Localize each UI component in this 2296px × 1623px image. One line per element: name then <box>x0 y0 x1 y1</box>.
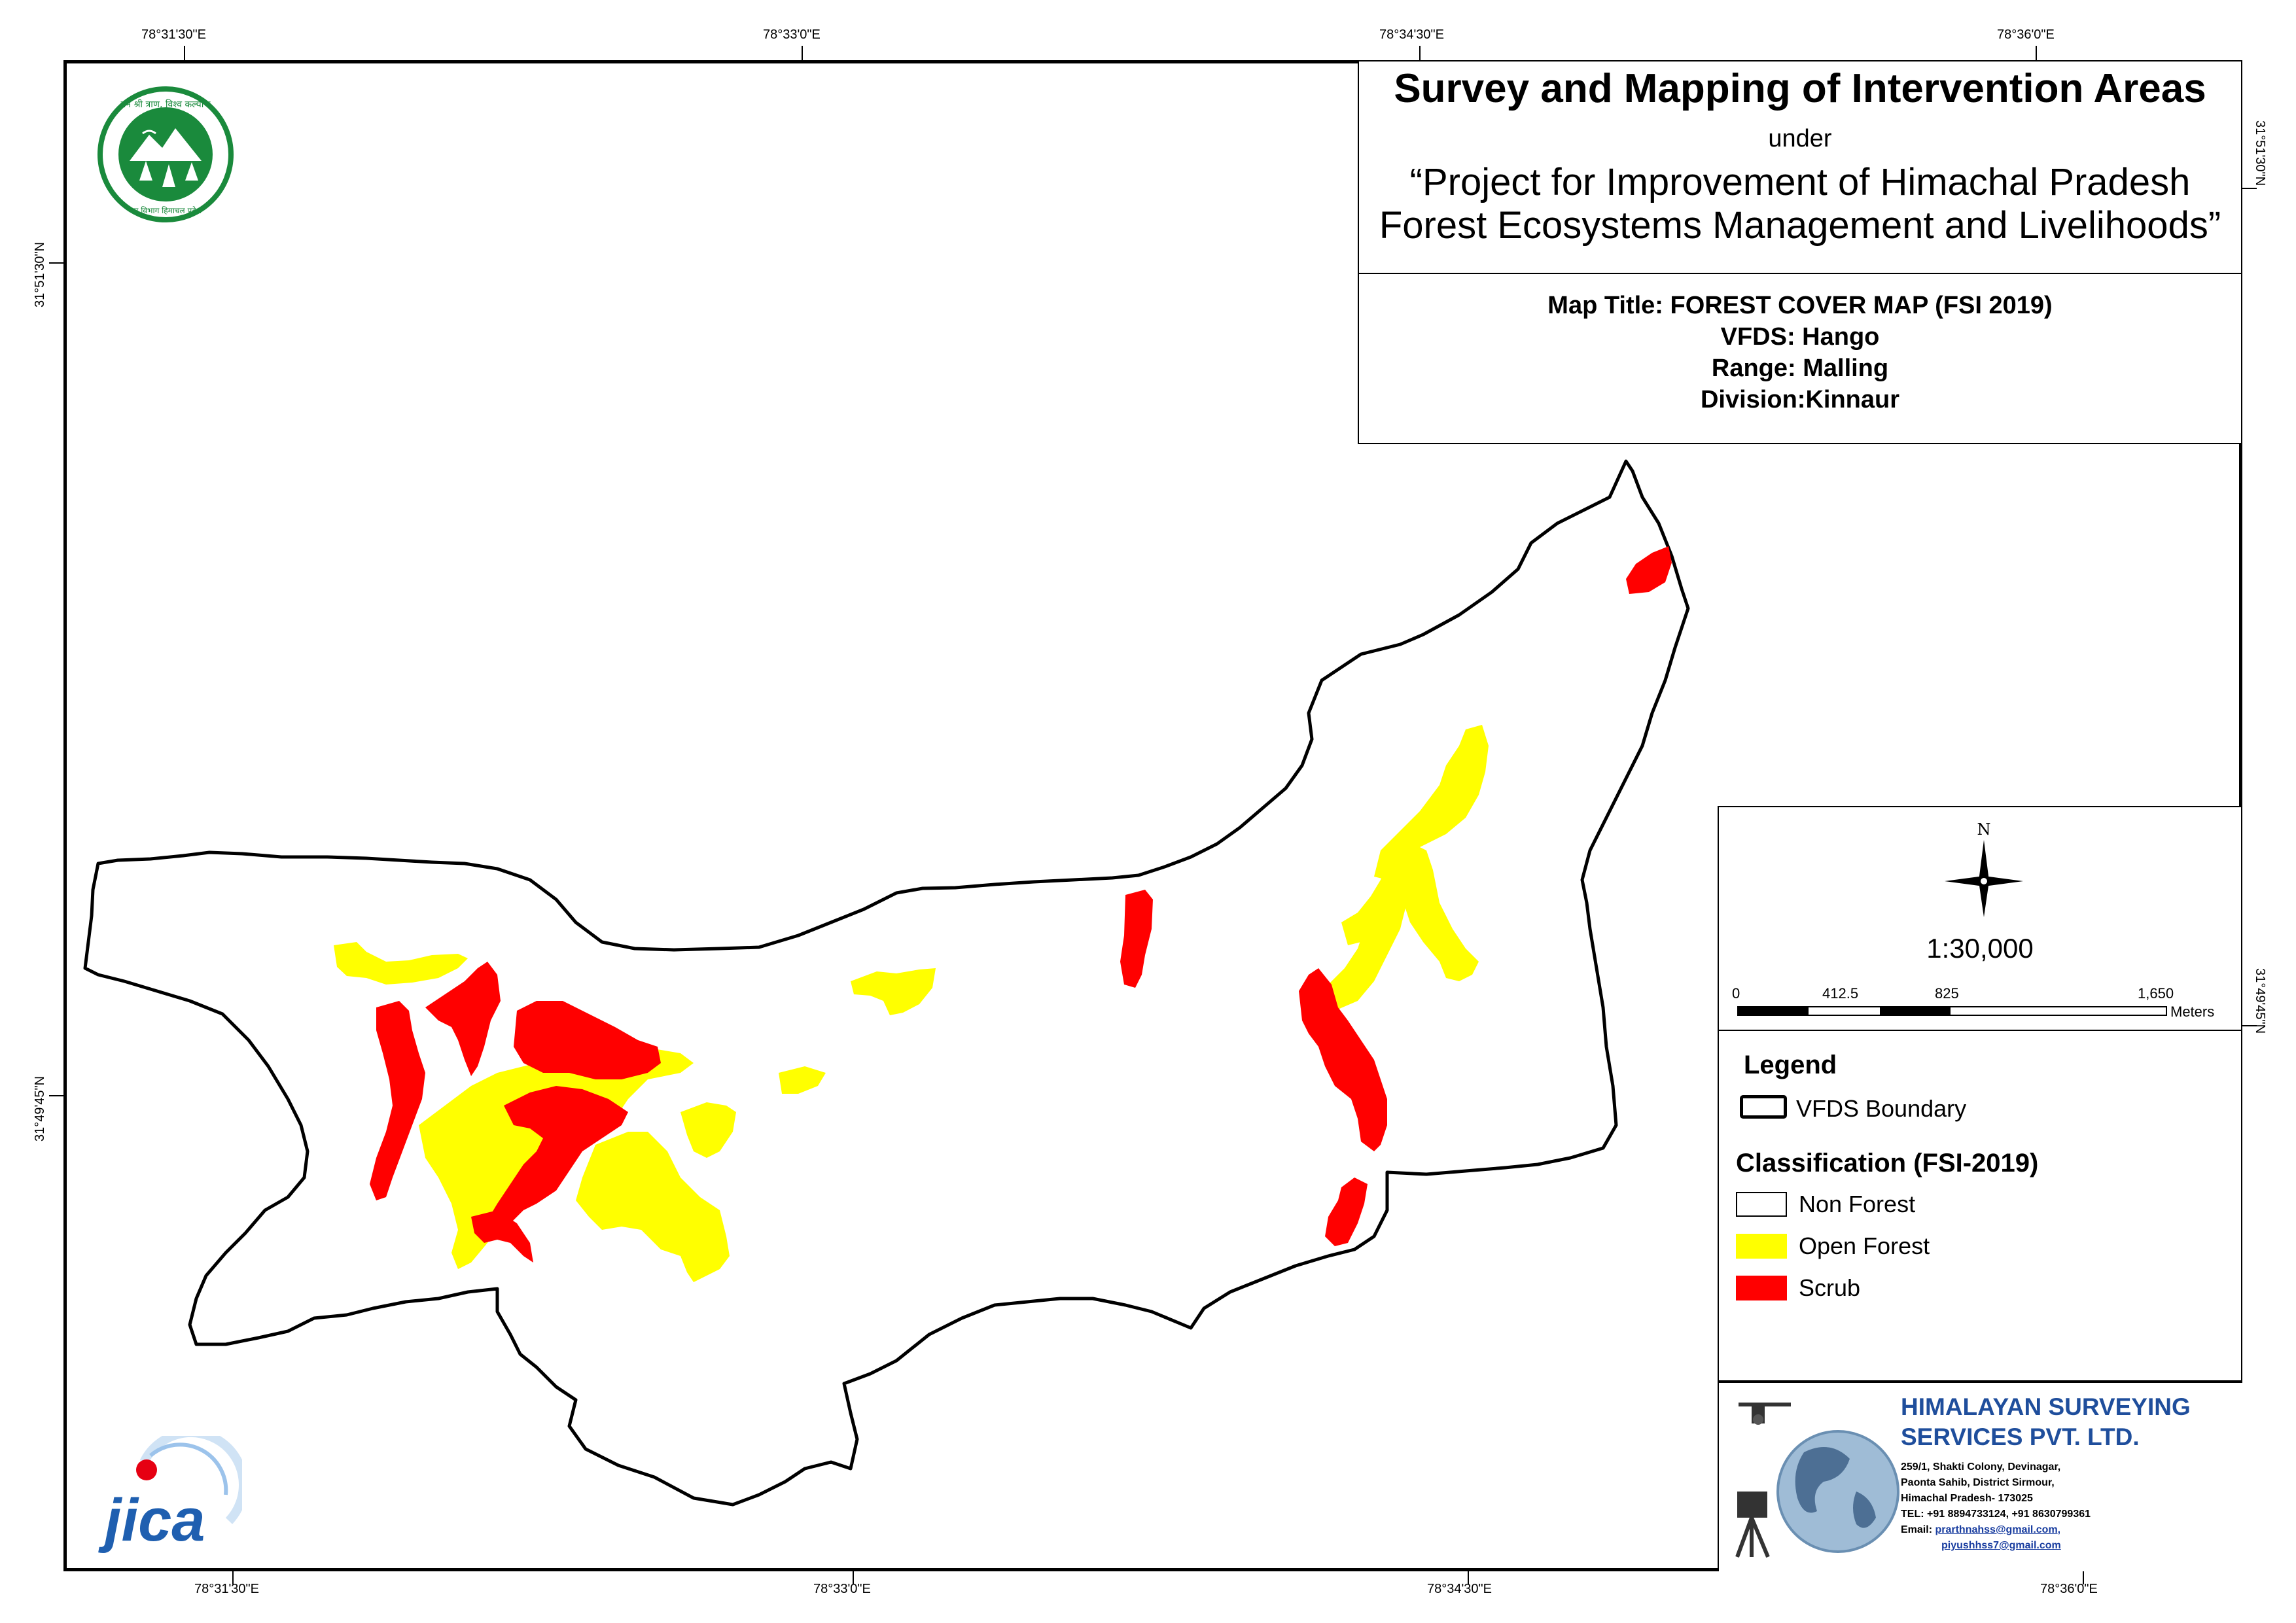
project-name-line2: Forest Ecosystems Management and Livelih… <box>1379 204 2221 247</box>
scale-unit: Meters <box>2170 1003 2215 1020</box>
company-address-2: Paonta Sahib, District Sirmour, <box>1901 1477 2055 1488</box>
company-address-3: Himachal Pradesh- 173025 <box>1901 1493 2033 1504</box>
company-address-1: 259/1, Shakti Colony, Devinagar, <box>1901 1461 2061 1473</box>
open-forest-patch[interactable] <box>1374 725 1489 880</box>
svg-text:N: N <box>1977 820 1991 839</box>
legend-label-non-forest: Non Forest <box>1799 1191 1916 1217</box>
open-forest-patch[interactable] <box>1312 890 1407 1011</box>
legend-swatch-open-forest <box>1736 1234 1787 1259</box>
scale-tick-label: 0 <box>1732 985 1740 1002</box>
scrub-patch[interactable] <box>1299 968 1387 1151</box>
scrub-patch[interactable] <box>1626 546 1672 594</box>
company-name-line2: SERVICES PVT. LTD. <box>1901 1423 2140 1450</box>
email-link-1[interactable]: prarthnahss@gmail.com, <box>1935 1524 2061 1535</box>
jica-logo: jica <box>98 1436 242 1554</box>
scrub-patch[interactable] <box>1325 1178 1368 1246</box>
company-panel: HIMALAYAN SURVEYING SERVICES PVT. LTD. 2… <box>1718 1382 2242 1571</box>
email-label: Email: <box>1901 1524 1933 1535</box>
scale-tick-label: 825 <box>1935 985 1959 1002</box>
heading-under: under <box>1768 125 1832 152</box>
graticule-top-label: 78°33'0"E <box>763 27 821 42</box>
graticule-bottom-label: 78°31'30"E <box>194 1582 259 1596</box>
open-forest-patch[interactable] <box>680 1102 736 1158</box>
scrub-patch[interactable] <box>370 1001 425 1200</box>
title-box: Survey and Mapping of Intervention Areas… <box>1358 60 2242 274</box>
graticule-ticks <box>49 46 2257 1584</box>
legend-label-scrub: Scrub <box>1799 1274 1861 1301</box>
svg-text:वन श्री त्राण, विश्व कल्याण: वन श्री त्राण, विश्व कल्याण <box>121 99 211 110</box>
open-forest-patch[interactable] <box>1400 844 1479 981</box>
legend-swatch-non-forest <box>1736 1192 1787 1217</box>
scale-tick-label: 1,650 <box>2138 985 2174 1002</box>
open-forest-patch[interactable] <box>779 1066 826 1094</box>
legend-label-open-forest: Open Forest <box>1799 1232 1930 1259</box>
map-info-box: Map Title: FOREST COVER MAP (FSI 2019) V… <box>1358 273 2242 444</box>
graticule-top-label: 78°36'0"E <box>1997 27 2055 42</box>
graticule-top-label: 78°31'30"E <box>141 27 206 42</box>
project-name: “Project for Improvement of Himachal Pra… <box>1359 161 2241 247</box>
scrub-patches <box>370 546 1672 1263</box>
map-heading: Survey and Mapping of Intervention Areas <box>1394 66 2206 111</box>
project-name-line1: “Project for Improvement of Himachal Pra… <box>1409 161 2191 203</box>
north-arrow-icon: N <box>1945 820 2023 917</box>
graticule-top-label: 78°34'30"E <box>1379 27 1444 42</box>
forest-department-logo: वन श्री त्राण, विश्व कल्याण वन विभाग हिम… <box>97 86 234 222</box>
graticule-bottom-label: 78°33'0"E <box>813 1582 871 1596</box>
division-name: Division:Kinnaur <box>1700 386 1900 413</box>
scale-tick-label: 412.5 <box>1822 985 1859 1002</box>
legend-swatch-boundary <box>1740 1095 1787 1119</box>
graticule-bottom-label: 78°34'30"E <box>1427 1582 1492 1596</box>
graticule-bottom-label: 78°36'0"E <box>2040 1582 2098 1596</box>
company-email-row: Email: prarthnahss@gmail.com, <box>1901 1524 2060 1536</box>
open-forest-patch[interactable] <box>576 1132 730 1282</box>
legend-panel: N 1:30,000 0 412.5 825 1,650 Meters Lege… <box>1718 806 2242 1382</box>
company-phone: TEL: +91 8894733124, +91 8630799361 <box>1901 1509 2091 1520</box>
legend-swatch-scrub <box>1736 1276 1787 1300</box>
scrub-patch[interactable] <box>425 962 501 1076</box>
scale-ratio: 1:30,000 <box>1926 933 2034 964</box>
legend-title: Legend <box>1744 1051 1837 1079</box>
email-link-2[interactable]: piyushhss7@gmail.com <box>1941 1540 2061 1551</box>
scrub-patch[interactable] <box>1120 890 1153 988</box>
scale-bar <box>1737 1006 2167 1016</box>
svg-text:jica: jica <box>98 1487 205 1554</box>
scrub-patch[interactable] <box>471 1210 533 1263</box>
vfds-name: VFDS: Hango <box>1720 323 1880 351</box>
company-name: HIMALAYAN SURVEYING SERVICES PVT. LTD. <box>1901 1392 2241 1452</box>
company-name-line1: HIMALAYAN SURVEYING <box>1901 1393 2191 1420</box>
legend-label-boundary: VFDS Boundary <box>1796 1095 1967 1122</box>
scrub-patch[interactable] <box>487 1086 628 1230</box>
map-title: Map Title: FOREST COVER MAP (FSI 2019) <box>1547 292 2053 319</box>
legend-divider <box>1719 1030 2241 1031</box>
open-forest-patch[interactable] <box>334 942 468 985</box>
classification-title: Classification (FSI-2019) <box>1736 1149 2039 1178</box>
open-forest-patch[interactable] <box>851 968 936 1015</box>
range-name: Range: Malling <box>1711 355 1889 382</box>
company-email-row-2: piyushhss7@gmail.com <box>1941 1540 2061 1552</box>
scrub-patch[interactable] <box>514 1001 661 1079</box>
surveying-logo-icon <box>1735 1403 1899 1558</box>
svg-text:वन विभाग हिमाचल प्रदेश: वन विभाग हिमाचल प्रदेश <box>130 206 202 215</box>
